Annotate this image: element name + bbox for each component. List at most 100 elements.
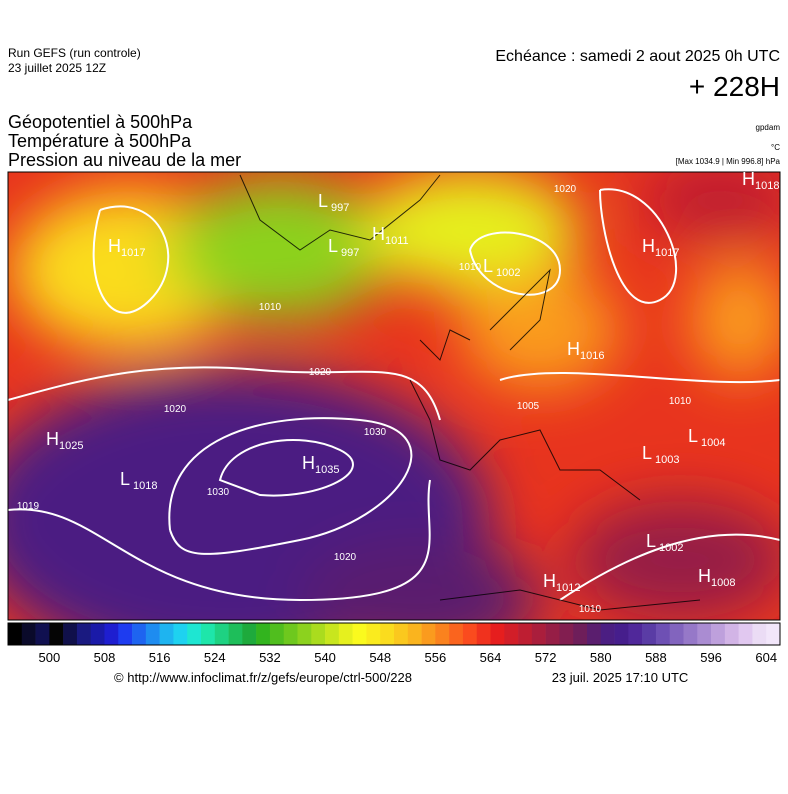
system-letter: H	[46, 429, 59, 449]
footer-url: © http://www.infoclimat.fr/z/gefs/europe…	[114, 670, 412, 685]
system-letter: L	[328, 236, 338, 256]
system-pressure: 1004	[701, 437, 725, 449]
isobar-label: 1010	[259, 302, 282, 313]
colorbar-cell	[283, 623, 298, 645]
colorbar-cell	[504, 623, 519, 645]
system-letter: L	[318, 191, 328, 211]
system-pressure: 1035	[315, 464, 339, 476]
system-letter: L	[688, 426, 698, 446]
colorbar-cell	[352, 623, 367, 645]
colorbar-cell	[711, 623, 726, 645]
colorbar-cell	[228, 623, 243, 645]
colorbar-tick-label: 532	[259, 650, 281, 665]
isobar-label: 1010	[459, 262, 482, 273]
colorbar-cell	[642, 623, 657, 645]
valid-time: Echéance : samedi 2 aout 2025 0h UTC	[495, 48, 780, 65]
field: Géopotentiel à 500hPa	[8, 112, 193, 132]
isobar-label: 1010	[579, 604, 602, 615]
system-letter: H	[642, 236, 655, 256]
colorbar-cell	[366, 623, 381, 645]
colorbar-cell	[104, 623, 119, 645]
lead-time: + 228H	[689, 71, 780, 102]
colorbar-cell	[49, 623, 64, 645]
colorbar-tick-label: 572	[535, 650, 557, 665]
isobar-label: 1030	[207, 487, 230, 498]
colorbar-tick-label: 548	[369, 650, 391, 665]
colorbar-cell	[8, 623, 23, 645]
colorbar-cell	[449, 623, 464, 645]
colorbar-cell	[394, 623, 409, 645]
colorbar-tick-label: 588	[645, 650, 667, 665]
colorbar-tick-label: 500	[39, 650, 61, 665]
colorbar-cell	[476, 623, 491, 645]
run: Run GEFS (run controle)	[8, 46, 141, 60]
colorbar-cell	[63, 623, 78, 645]
colorbar-tick-label: 564	[480, 650, 502, 665]
colorbar-cell	[35, 623, 50, 645]
colorbar-cell	[311, 623, 326, 645]
system-letter: L	[120, 469, 130, 489]
field: Pression au niveau de la mer	[8, 150, 241, 170]
colorbar-tick-label: 604	[755, 650, 777, 665]
colorbar-cell	[325, 623, 340, 645]
colorbar-cell	[614, 623, 629, 645]
colorbar-cell	[201, 623, 216, 645]
isobar-label: 1020	[554, 184, 577, 195]
colorbar-tick-label: 596	[700, 650, 722, 665]
isobar-label: 1020	[334, 552, 357, 563]
colorbar-cell	[738, 623, 753, 645]
system-letter: H	[108, 236, 121, 256]
system-letter: L	[646, 531, 656, 551]
colorbar-tick-label: 524	[204, 650, 226, 665]
colorbar-cell	[766, 623, 781, 645]
system-pressure: 1017	[655, 247, 679, 259]
system-letter: H	[567, 339, 580, 359]
system-pressure: 997	[341, 247, 359, 259]
colorbar-cell	[697, 623, 712, 645]
footer-time: 23 juil. 2025 17:10 UTC	[552, 670, 689, 685]
colorbar-cell	[435, 623, 450, 645]
system-pressure: 1017	[121, 247, 145, 259]
colorbar-cell	[173, 623, 188, 645]
colorbar-cell	[587, 623, 602, 645]
colorbar-cell	[380, 623, 395, 645]
isobar-label: 1005	[517, 401, 540, 412]
colorbar-cell	[518, 623, 533, 645]
system-pressure: 1018	[755, 180, 779, 192]
colorbar-tick-label: 516	[149, 650, 171, 665]
system-pressure: 1003	[655, 454, 679, 466]
map-frame	[7, 171, 781, 621]
system-pressure: 1011	[385, 235, 409, 247]
colorbar-cell	[531, 623, 546, 645]
colorbar-cell	[669, 623, 684, 645]
colorbar-cell	[545, 623, 560, 645]
isobar-label: 1020	[309, 367, 332, 378]
system-pressure: 1018	[133, 480, 157, 492]
colorbar-cell	[655, 623, 671, 645]
colorbar-cell	[159, 623, 174, 645]
colorbar-cell	[297, 623, 312, 645]
colorbar-cell	[600, 623, 615, 645]
system-letter: H	[543, 571, 556, 591]
isobar-label: 1019	[17, 501, 40, 512]
system-pressure: 1016	[580, 350, 604, 362]
colorbar-cell	[628, 623, 643, 645]
colorbar-cell	[724, 623, 739, 645]
system-pressure: 1012	[556, 582, 580, 594]
colorbar-cell	[269, 623, 285, 645]
colorbar-tick-label: 540	[314, 650, 336, 665]
colorbar-cell	[118, 623, 133, 645]
colorbar-cell	[132, 623, 147, 645]
system-letter: L	[483, 256, 493, 276]
unit: gpdam	[756, 123, 781, 132]
isobar-label: 1010	[669, 396, 692, 407]
system-letter: H	[372, 224, 385, 244]
colorbar-cell	[407, 623, 422, 645]
system-letter: H	[698, 566, 711, 586]
isobar-label: 1020	[164, 404, 187, 415]
isobar-label: 1030	[364, 427, 387, 438]
colorbar-cell	[338, 623, 353, 645]
unit: [Max 1034.9 | Min 996.8] hPa	[676, 157, 781, 166]
system-pressure: 997	[331, 202, 349, 214]
